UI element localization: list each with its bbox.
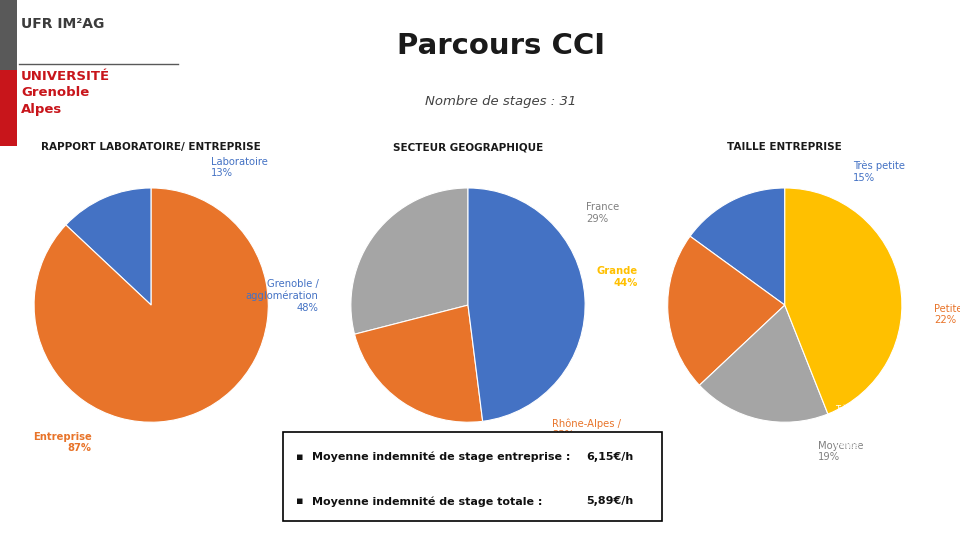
FancyBboxPatch shape [283, 432, 662, 521]
Text: Petite
22%: Petite 22% [934, 303, 960, 325]
Title: RAPPORT LABORATOIRE/ ENTREPRISE: RAPPORT LABORATOIRE/ ENTREPRISE [41, 143, 261, 152]
Text: UFR IM²AG: UFR IM²AG [21, 17, 105, 31]
Text: France
29%: France 29% [587, 202, 620, 224]
Wedge shape [468, 188, 585, 421]
Wedge shape [35, 188, 268, 422]
Text: Parcours CCI: Parcours CCI [397, 32, 605, 60]
Text: Très petite : 1-10 salariés: Très petite : 1-10 salariés [835, 404, 942, 414]
Text: Nombre de stages : 31: Nombre de stages : 31 [425, 95, 577, 108]
Wedge shape [668, 237, 784, 385]
Bar [0, 70, 17, 146]
Text: Moyenne indemnité de stage totale :: Moyenne indemnité de stage totale : [312, 496, 542, 507]
Wedge shape [690, 188, 784, 305]
Text: Grenoble /
agglomération
48%: Grenoble / agglomération 48% [246, 279, 319, 313]
Text: ▪: ▪ [297, 496, 304, 506]
Text: 2016-2017
Master 2 STS
Mention
Informatique: 2016-2017 Master 2 STS Mention Informati… [841, 7, 934, 80]
Text: Grande
44%: Grande 44% [596, 266, 637, 288]
Text: UNIVERSITÉ
Grenoble
Alpes: UNIVERSITÉ Grenoble Alpes [21, 70, 110, 116]
Wedge shape [784, 188, 901, 414]
Wedge shape [66, 188, 152, 305]
Title: SECTEUR GEOGRAPHIQUE: SECTEUR GEOGRAPHIQUE [393, 143, 543, 152]
Text: Rhône-Alpes /
23%: Rhône-Alpes / 23% [552, 418, 621, 440]
Bar [0, 0, 17, 70]
Wedge shape [351, 188, 468, 334]
Text: Laboratoire
13%: Laboratoire 13% [211, 157, 268, 178]
Wedge shape [700, 305, 828, 422]
Text: Moyenne indemnité de stage entreprise :: Moyenne indemnité de stage entreprise : [312, 451, 570, 462]
Text: 6,15€/h: 6,15€/h [587, 451, 634, 462]
Text: Moyenne
19%: Moyenne 19% [818, 441, 863, 462]
Text: Petite : 10-100 salariés: Petite : 10-100 salariés [835, 441, 932, 450]
Title: TAILLE ENTREPRISE: TAILLE ENTREPRISE [728, 143, 842, 152]
Text: Grande : +500 salariés: Grande : +500 salariés [835, 514, 932, 523]
Text: 5,89€/h: 5,89€/h [587, 496, 634, 506]
Text: Entreprise
87%: Entreprise 87% [33, 432, 91, 454]
Wedge shape [354, 305, 483, 422]
Text: Très petite
15%: Très petite 15% [852, 160, 905, 183]
Text: ▪: ▪ [297, 451, 304, 462]
Text: Moyenne : 100-500
salariés: Moyenne : 100-500 salariés [835, 477, 917, 497]
